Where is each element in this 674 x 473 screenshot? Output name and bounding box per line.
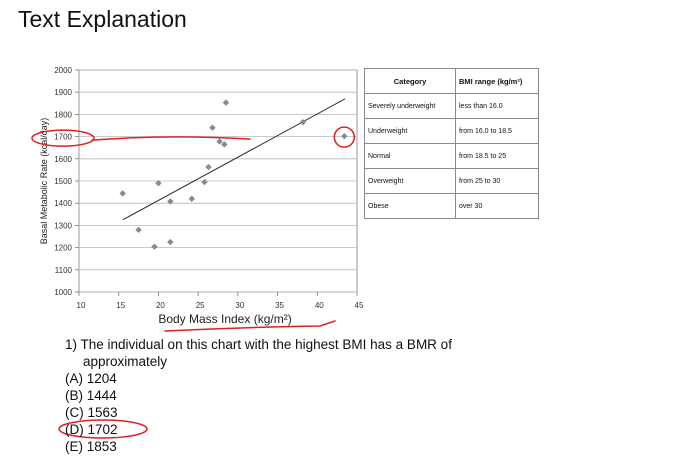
table-cell-category: Normal bbox=[364, 143, 456, 169]
x-tick-label: 35 bbox=[275, 301, 284, 310]
y-tick-label: 1300 bbox=[54, 221, 72, 230]
x-tick-label: 15 bbox=[116, 301, 125, 310]
y-tick-label: 1100 bbox=[55, 266, 73, 275]
data-point bbox=[155, 180, 162, 187]
question-text-continued: approximately bbox=[83, 354, 168, 369]
trend-line bbox=[122, 98, 346, 221]
bmi-category-table: Category BMI range (kg/m²) Severely unde… bbox=[364, 68, 539, 219]
table-header-bmi-range: BMI range (kg/m²) bbox=[455, 68, 539, 94]
y-tick-label: 1900 bbox=[54, 88, 72, 97]
answer-option-e[interactable]: (E) 1853 bbox=[65, 439, 117, 454]
data-point bbox=[299, 118, 307, 126]
data-point bbox=[216, 138, 223, 145]
table-cell-category: Underweight bbox=[364, 118, 456, 144]
data-point bbox=[167, 198, 174, 205]
y-tick-label: 1800 bbox=[54, 110, 72, 119]
answer-option-b[interactable]: (B) 1444 bbox=[65, 388, 117, 403]
data-point bbox=[167, 238, 174, 246]
y-tick-label: 1000 bbox=[54, 288, 72, 297]
annotation-underline-1700 bbox=[91, 136, 251, 141]
table-row: Obese over 30 bbox=[364, 193, 539, 219]
data-point bbox=[188, 195, 195, 202]
data-point bbox=[201, 178, 208, 186]
page-title: Text Explanation bbox=[18, 6, 187, 32]
x-tick-label: 45 bbox=[355, 301, 364, 310]
data-point bbox=[119, 190, 126, 197]
table-cell-category: Obese bbox=[364, 193, 456, 219]
table-cell-range: from 25 to 30 bbox=[455, 168, 539, 194]
y-tick-label: 1700 bbox=[54, 133, 72, 142]
x-tick-label: 20 bbox=[156, 301, 165, 310]
data-point bbox=[151, 243, 158, 250]
data-point bbox=[221, 141, 228, 148]
x-axis-title: Body Mass Index (kg/m²) bbox=[158, 312, 291, 326]
annotation-circle-answer-d bbox=[58, 419, 148, 439]
x-tick-label: 10 bbox=[77, 301, 86, 310]
y-tick-label: 1600 bbox=[54, 155, 72, 164]
y-tick-label: 1200 bbox=[54, 244, 72, 253]
data-point bbox=[209, 124, 216, 131]
annotation-circle-max-bmi bbox=[333, 126, 356, 148]
table-row: Underweight from 16.0 to 18.5 bbox=[364, 118, 539, 144]
data-point bbox=[205, 163, 212, 171]
table-cell-range: over 30 bbox=[455, 193, 539, 219]
question-block: 1) The individual on this chart with the… bbox=[65, 336, 452, 455]
answer-option-d[interactable]: (D) 1702 bbox=[65, 422, 118, 437]
table-cell-range: from 16.0 to 18.5 bbox=[455, 118, 539, 144]
question-text: 1) The individual on this chart with the… bbox=[65, 337, 452, 352]
table-cell-range: less than 16.0 bbox=[455, 93, 539, 119]
table-row: Severely underweight less than 16.0 bbox=[364, 93, 539, 119]
x-tick-label: 25 bbox=[196, 301, 205, 310]
data-point bbox=[135, 226, 142, 234]
annotation-underline-x-axis bbox=[164, 320, 336, 332]
table-cell-category: Overweight bbox=[364, 168, 456, 194]
answer-options: (A) 1204 (B) 1444 (C) 1563 (D) 1702 (E) … bbox=[65, 370, 452, 455]
data-point bbox=[341, 132, 348, 140]
table-row: Overweight from 25 to 30 bbox=[364, 168, 539, 194]
y-axis-title: Basal Metabolic Rate (kcal/day) bbox=[39, 118, 49, 245]
x-tick-label: 40 bbox=[315, 301, 324, 310]
answer-option-c[interactable]: (C) 1563 bbox=[65, 405, 118, 420]
annotation-circle-y-1700 bbox=[31, 129, 95, 147]
table-cell-range: from 18.5 to 25 bbox=[455, 143, 539, 169]
table-row: Normal from 18.5 to 25 bbox=[364, 143, 539, 169]
table-cell-category: Severely underweight bbox=[364, 93, 456, 119]
y-tick-label: 1500 bbox=[54, 177, 72, 186]
table-header-row: Category BMI range (kg/m²) bbox=[364, 68, 539, 94]
table-header-category: Category bbox=[364, 68, 456, 94]
answer-option-a[interactable]: (A) 1204 bbox=[65, 371, 117, 386]
y-tick-label: 1400 bbox=[54, 199, 72, 208]
data-point bbox=[222, 99, 230, 106]
y-tick-label: 2000 bbox=[54, 66, 72, 75]
x-tick-label: 30 bbox=[235, 301, 244, 310]
